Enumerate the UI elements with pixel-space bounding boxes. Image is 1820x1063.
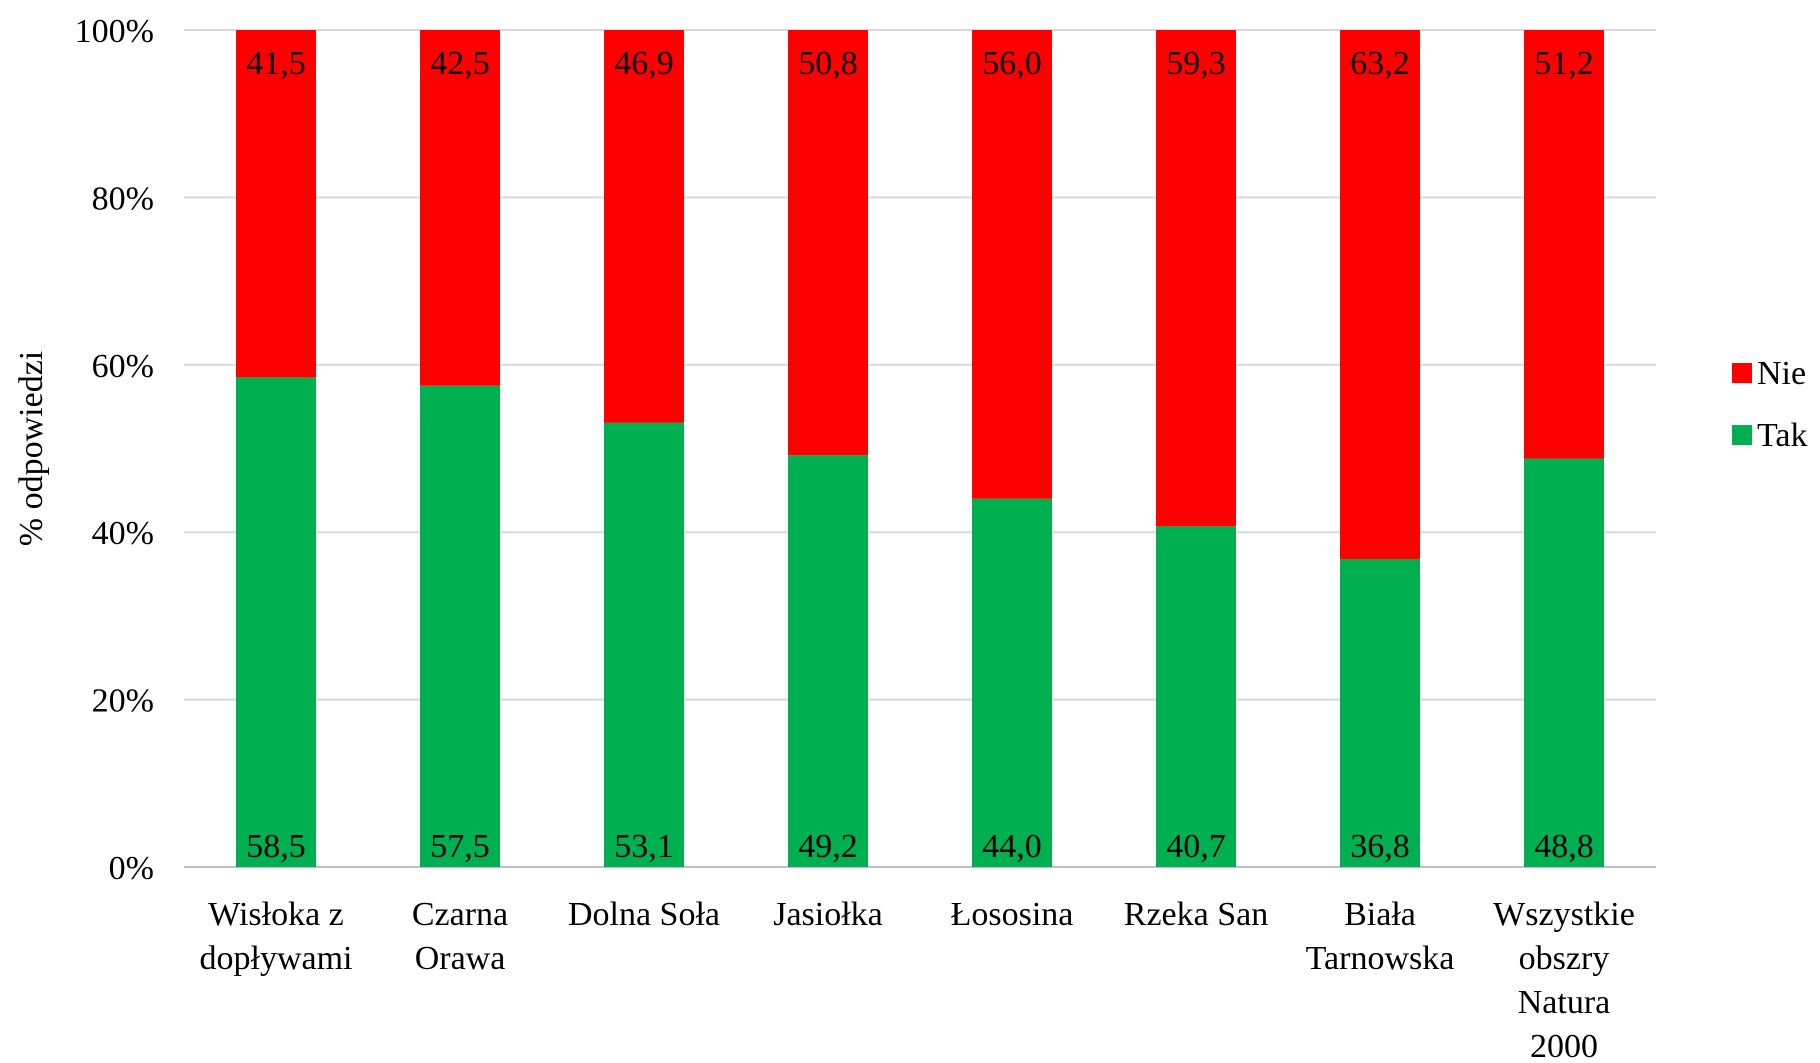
bar-segment-nie bbox=[788, 30, 868, 456]
bar-segment-nie bbox=[1340, 30, 1420, 559]
bar-segment-nie bbox=[1524, 30, 1604, 459]
x-axis-categories: Wisłoka z dopływami Czarna Orawa Dolna Soła J… bbox=[200, 896, 1635, 1063]
data-label-tak: 44,0 bbox=[982, 828, 1042, 865]
y-tick-label: 0% bbox=[109, 850, 154, 887]
bars: 58,5 41,5 57,5 42,5 53,1 46,9 49,2 50,8 44,0 56,0… bbox=[236, 30, 1604, 867]
bar-segment-tak bbox=[1524, 458, 1604, 867]
legend-label-nie: Nie bbox=[1757, 355, 1806, 392]
y-tick-label: 20% bbox=[92, 683, 154, 720]
x-category-label: Biała Tarnowska bbox=[1306, 896, 1455, 977]
data-label-tak: 36,8 bbox=[1350, 828, 1410, 865]
x-category-label: Dolna Soła bbox=[568, 896, 720, 933]
y-tick-label: 100% bbox=[75, 13, 154, 50]
legend: Nie Tak bbox=[1732, 355, 1808, 454]
data-label-nie: 56,0 bbox=[982, 45, 1042, 82]
y-axis-ticks: 0% 20% 40% 60% 80% 100% bbox=[75, 13, 154, 887]
x-category-label: Rzeka San bbox=[1124, 896, 1268, 933]
bar-segment-tak bbox=[604, 422, 684, 867]
data-label-tak: 48,8 bbox=[1534, 828, 1594, 865]
gridlines bbox=[184, 29, 1656, 868]
x-category-label: Wisłoka z dopływami bbox=[200, 896, 353, 977]
y-axis-title: % odpowiedzi bbox=[13, 351, 50, 546]
data-label-nie: 59,3 bbox=[1166, 45, 1226, 82]
bar-segment-nie bbox=[1156, 30, 1236, 527]
data-label-tak: 40,7 bbox=[1166, 828, 1226, 865]
x-category-label: Łososina bbox=[951, 896, 1074, 933]
legend-swatch-nie bbox=[1732, 363, 1752, 383]
data-label-nie: 51,2 bbox=[1534, 45, 1594, 82]
bar-segment-tak bbox=[1340, 558, 1420, 867]
data-label-nie: 50,8 bbox=[798, 45, 858, 82]
bar-segment-tak bbox=[788, 455, 868, 867]
bar-segment-tak bbox=[236, 377, 316, 867]
bar-segment-nie bbox=[972, 30, 1052, 499]
bar-segment-nie bbox=[236, 30, 316, 378]
bar-segment-tak bbox=[420, 385, 500, 867]
bar-segment-tak bbox=[972, 498, 1052, 867]
bar-segment-nie bbox=[420, 30, 500, 386]
data-label-tak: 58,5 bbox=[246, 828, 306, 865]
x-category-label: Jasiołka bbox=[773, 896, 883, 933]
x-category-label: Wszystkie obszry Natura 2000 bbox=[1493, 896, 1635, 1063]
bar-segment-nie bbox=[604, 30, 684, 423]
data-label-nie: 42,5 bbox=[430, 45, 490, 82]
data-label-tak: 53,1 bbox=[614, 828, 674, 865]
bar-segment-tak bbox=[1156, 526, 1236, 867]
legend-label-tak: Tak bbox=[1757, 417, 1808, 454]
x-category-label: Czarna Orawa bbox=[412, 896, 508, 977]
data-label-nie: 41,5 bbox=[246, 45, 306, 82]
legend-swatch-tak bbox=[1732, 425, 1752, 445]
data-label-tak: 49,2 bbox=[798, 828, 858, 865]
y-tick-label: 40% bbox=[92, 515, 154, 552]
data-label-tak: 57,5 bbox=[430, 828, 490, 865]
data-label-nie: 46,9 bbox=[614, 45, 674, 82]
data-label-nie: 63,2 bbox=[1350, 45, 1410, 82]
y-tick-label: 80% bbox=[92, 180, 154, 217]
y-tick-label: 60% bbox=[92, 348, 154, 385]
